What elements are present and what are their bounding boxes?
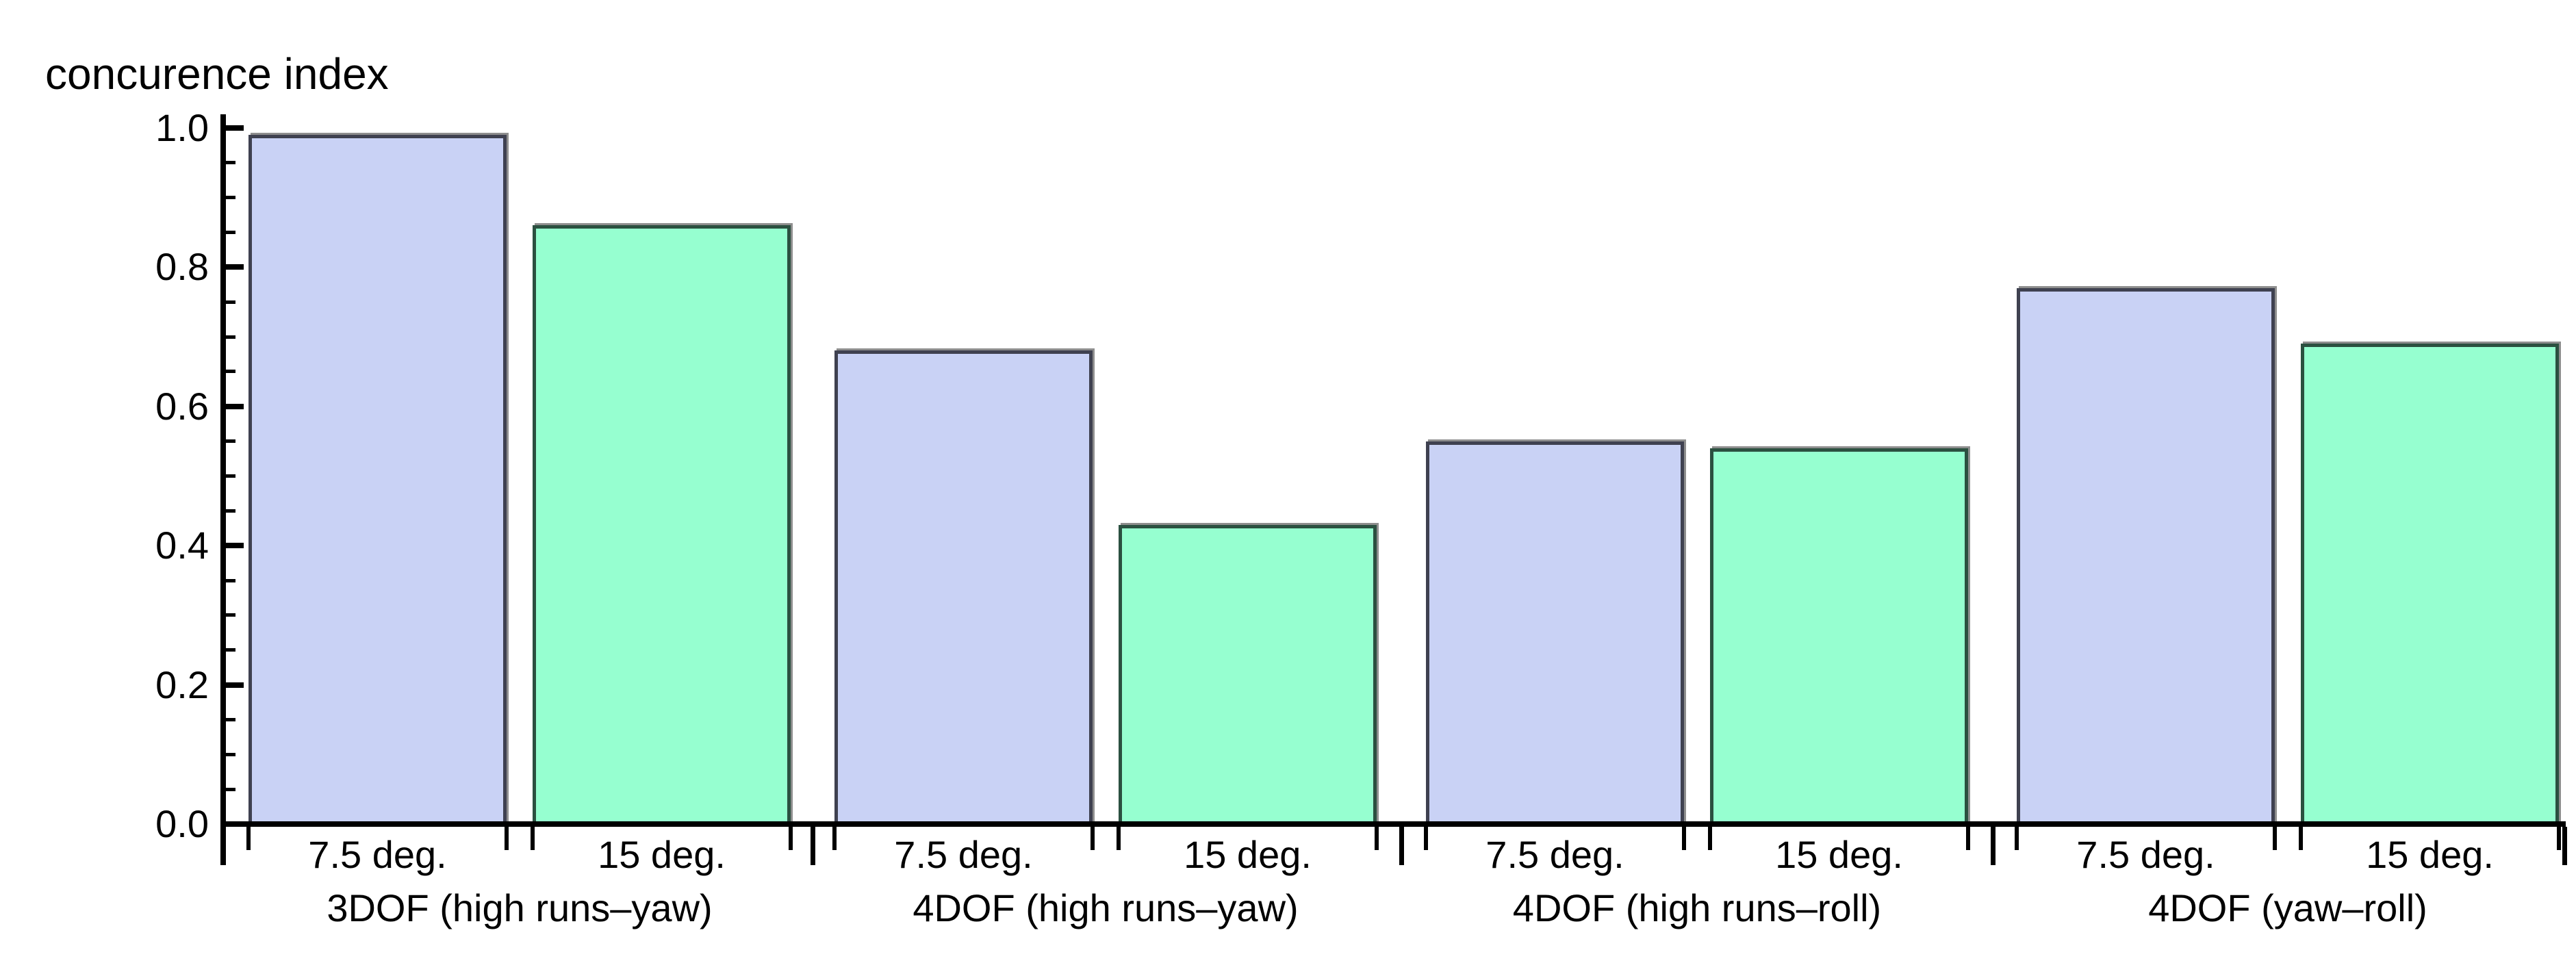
x-axis-bar-edge-tick [246, 827, 251, 850]
y-axis-minor-tick [226, 509, 235, 513]
bar-label: 7.5 deg. [308, 833, 447, 876]
x-axis-bar-edge-tick [1708, 827, 1712, 850]
y-axis-minor-tick [226, 300, 235, 304]
bar-7.5deg.-group2 [834, 350, 1093, 827]
x-axis-bar-edge-tick [2015, 827, 2019, 850]
y-axis-major-tick [226, 682, 244, 688]
y-axis-minor-tick [226, 613, 235, 617]
y-axis-major-tick [226, 403, 244, 409]
chart-title: concurence index [45, 49, 389, 99]
y-axis-major-tick [226, 264, 244, 270]
y-tick-label: 0.6 [155, 384, 209, 428]
x-axis-bar-edge-tick [1117, 827, 1121, 850]
x-axis-bar-edge-tick [531, 827, 535, 850]
x-axis-group-tick [2562, 827, 2567, 865]
bar-7.5deg.-group3 [1426, 441, 1684, 827]
y-axis-minor-tick [226, 648, 235, 652]
group-caption: 4DOF (yaw–roll) [2148, 886, 2427, 929]
group-caption: 4DOF (high runs–yaw) [913, 886, 1299, 929]
x-axis-bar-edge-tick [1375, 827, 1379, 850]
bar-15deg.-group4 [2301, 344, 2559, 827]
y-axis-minor-tick [226, 752, 235, 756]
group-caption: 3DOF (high runs–yaw) [327, 886, 713, 929]
y-axis-major-tick [226, 125, 244, 131]
x-axis-group-tick [1399, 827, 1404, 865]
y-axis-minor-tick [226, 231, 235, 235]
x-axis-bar-edge-tick [1682, 827, 1686, 850]
bar-label: 7.5 deg. [894, 833, 1033, 876]
bar-label: 15 deg. [1184, 833, 1312, 876]
bar-label: 15 deg. [2366, 833, 2494, 876]
x-axis-bar-edge-tick [832, 827, 837, 850]
x-axis-group-tick [1990, 827, 1995, 865]
x-axis-group-tick [810, 827, 815, 865]
y-axis-minor-tick [226, 717, 235, 721]
y-tick-label: 0.4 [155, 524, 209, 567]
y-axis-minor-tick [226, 474, 235, 478]
bar-15deg.-group1 [533, 225, 791, 827]
y-tick-label: 1.0 [155, 106, 209, 149]
x-axis-bar-edge-tick [789, 827, 793, 850]
bar-15deg.-group3 [1710, 448, 1968, 827]
x-axis-bar-edge-tick [1424, 827, 1428, 850]
x-axis-bar-edge-tick [2273, 827, 2277, 850]
y-tick-label: 0.2 [155, 663, 209, 706]
bar-label: 7.5 deg. [2076, 833, 2215, 876]
bar-15deg.-group2 [1119, 524, 1377, 827]
y-axis-major-tick [226, 543, 244, 549]
bar-7.5deg.-group1 [248, 135, 507, 827]
y-axis-minor-tick [226, 578, 235, 582]
x-axis-bar-edge-tick [2299, 827, 2303, 850]
y-axis [220, 114, 226, 865]
y-axis-minor-tick [226, 439, 235, 444]
bar-label: 15 deg. [1775, 833, 1903, 876]
y-axis-minor-tick [226, 196, 235, 200]
bar-label: 15 deg. [598, 833, 726, 876]
y-tick-label: 0.0 [155, 802, 209, 845]
x-axis [220, 821, 2566, 827]
y-axis-minor-tick [226, 335, 235, 339]
x-axis-bar-edge-tick [1966, 827, 1970, 850]
y-axis-minor-tick [226, 161, 235, 165]
y-tick-label: 0.8 [155, 245, 209, 289]
group-caption: 4DOF (high runs–roll) [1512, 886, 1882, 929]
bar-7.5deg.-group4 [2017, 287, 2275, 827]
y-axis-minor-tick [226, 787, 235, 791]
x-axis-bar-edge-tick [1091, 827, 1095, 850]
x-axis-bar-edge-tick [505, 827, 509, 850]
y-axis-minor-tick [226, 370, 235, 374]
bar-label: 7.5 deg. [1485, 833, 1624, 876]
x-axis-bar-edge-tick [2557, 827, 2561, 850]
